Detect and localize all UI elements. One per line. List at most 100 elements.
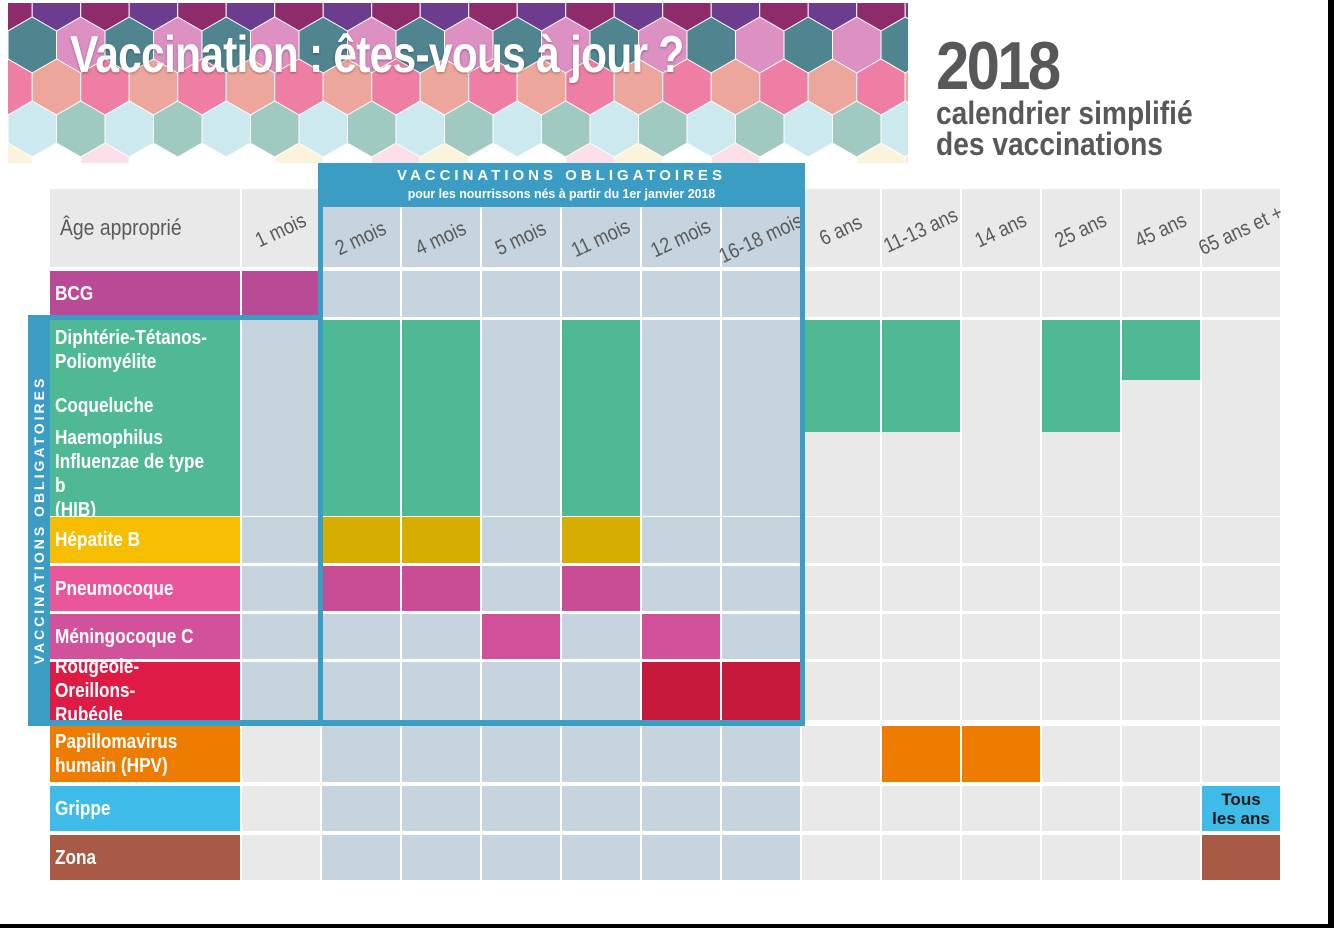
schedule-cell <box>1122 835 1200 880</box>
schedule-cell <box>802 835 880 880</box>
obligatory-side-frame <box>28 315 323 726</box>
schedule-cell <box>322 726 400 782</box>
obligatory-frame <box>318 163 805 726</box>
schedule-cell <box>1122 517 1200 563</box>
schedule-cell <box>1202 432 1280 516</box>
schedule-cell <box>482 726 560 782</box>
schedule-note: Tous les ans <box>1202 786 1280 831</box>
schedule-cell <box>722 786 800 831</box>
schedule-cell <box>562 835 640 880</box>
vaccine-label: Grippe <box>50 786 240 831</box>
schedule-cell <box>1122 662 1200 720</box>
schedule-cell <box>1042 271 1120 317</box>
schedule-cell <box>962 835 1040 880</box>
schedule-cell <box>1202 320 1280 380</box>
vaccine-name: Zona <box>55 846 96 870</box>
schedule-cell <box>962 517 1040 563</box>
page-title: Vaccination : êtes-vous à jour ? <box>70 25 684 85</box>
obligatory-subtitle: pour les nourrissons nés à partir du 1er… <box>330 186 793 202</box>
obligatory-title: VACCINATIONS OBLIGATOIRES <box>318 163 805 186</box>
schedule-cell <box>1202 835 1280 880</box>
schedule-cell <box>562 786 640 831</box>
schedule-cell <box>1122 271 1200 317</box>
schedule-cell <box>802 566 880 611</box>
schedule-cell <box>1042 662 1120 720</box>
schedule-cell <box>1122 786 1200 831</box>
schedule-cell <box>242 271 320 317</box>
schedule-cell <box>802 786 880 831</box>
age-header-label: Âge approprié <box>60 215 182 241</box>
schedule-cell <box>402 786 480 831</box>
schedule-cell <box>1202 517 1280 563</box>
schedule-cell <box>242 786 320 831</box>
obligatory-header: VACCINATIONS OBLIGATOIRES pour les nourr… <box>318 163 805 207</box>
schedule-cell <box>1042 614 1120 659</box>
age-column-header: Âge approprié <box>50 189 240 267</box>
schedule-cell <box>802 320 880 380</box>
schedule-cell <box>562 726 640 782</box>
schedule-cell <box>882 432 960 516</box>
obligatory-side-label: VACCINATIONS OBLIGATOIRES <box>31 376 47 665</box>
schedule-cell <box>802 614 880 659</box>
schedule-cell <box>402 835 480 880</box>
schedule-cell <box>802 380 880 432</box>
schedule-cell <box>1202 726 1280 782</box>
schedule-cell <box>642 835 720 880</box>
schedule-cell <box>962 320 1040 380</box>
schedule-cell <box>242 835 320 880</box>
schedule-cell <box>1122 614 1200 659</box>
schedule-cell <box>802 517 880 563</box>
schedule-cell <box>1042 320 1120 380</box>
vaccine-name: BCG <box>55 282 93 306</box>
schedule-cell <box>1042 566 1120 611</box>
schedule-cell <box>962 662 1040 720</box>
schedule-cell <box>802 432 880 516</box>
schedule-cell <box>882 271 960 317</box>
schedule-cell <box>802 726 880 782</box>
schedule-cell <box>1122 726 1200 782</box>
schedule-cell <box>1122 320 1200 380</box>
schedule-cell <box>882 726 960 782</box>
schedule-cell <box>882 517 960 563</box>
schedule-cell <box>242 726 320 782</box>
schedule-cell <box>1042 786 1120 831</box>
schedule-cell <box>1042 517 1120 563</box>
year-heading: 2018 <box>936 30 1059 102</box>
schedule-cell <box>642 786 720 831</box>
schedule-cell <box>882 380 960 432</box>
schedule-cell <box>1122 432 1200 516</box>
schedule-cell <box>1122 566 1200 611</box>
schedule-cell <box>402 726 480 782</box>
vaccine-label: BCG <box>50 271 240 317</box>
vaccine-label: Zona <box>50 835 240 880</box>
schedule-cell <box>482 786 560 831</box>
vaccine-label: Papillomavirus humain (HPV) <box>50 726 240 782</box>
subtitle: calendrier simplifié des vaccinations <box>936 98 1193 160</box>
schedule-cell <box>1042 432 1120 516</box>
schedule-cell <box>802 662 880 720</box>
schedule-cell <box>882 662 960 720</box>
schedule-cell <box>1202 614 1280 659</box>
schedule-cell <box>962 786 1040 831</box>
schedule-cell <box>482 835 560 880</box>
schedule-cell <box>1042 380 1120 432</box>
schedule-cell <box>802 271 880 317</box>
schedule-cell <box>962 726 1040 782</box>
schedule-cell <box>1042 726 1120 782</box>
schedule-cell <box>962 614 1040 659</box>
schedule-cell <box>1202 271 1280 317</box>
schedule-cell <box>722 726 800 782</box>
schedule-cell <box>962 380 1040 432</box>
schedule-cell <box>962 432 1040 516</box>
schedule-cell <box>1122 380 1200 432</box>
schedule-cell <box>1042 835 1120 880</box>
schedule-cell <box>882 320 960 380</box>
vaccine-name: Papillomavirus humain (HPV) <box>55 730 177 778</box>
schedule-cell <box>642 726 720 782</box>
schedule-cell <box>1202 380 1280 432</box>
schedule-cell <box>882 835 960 880</box>
vaccine-name: Grippe <box>55 797 110 821</box>
schedule-cell <box>722 835 800 880</box>
schedule-cell <box>962 271 1040 317</box>
